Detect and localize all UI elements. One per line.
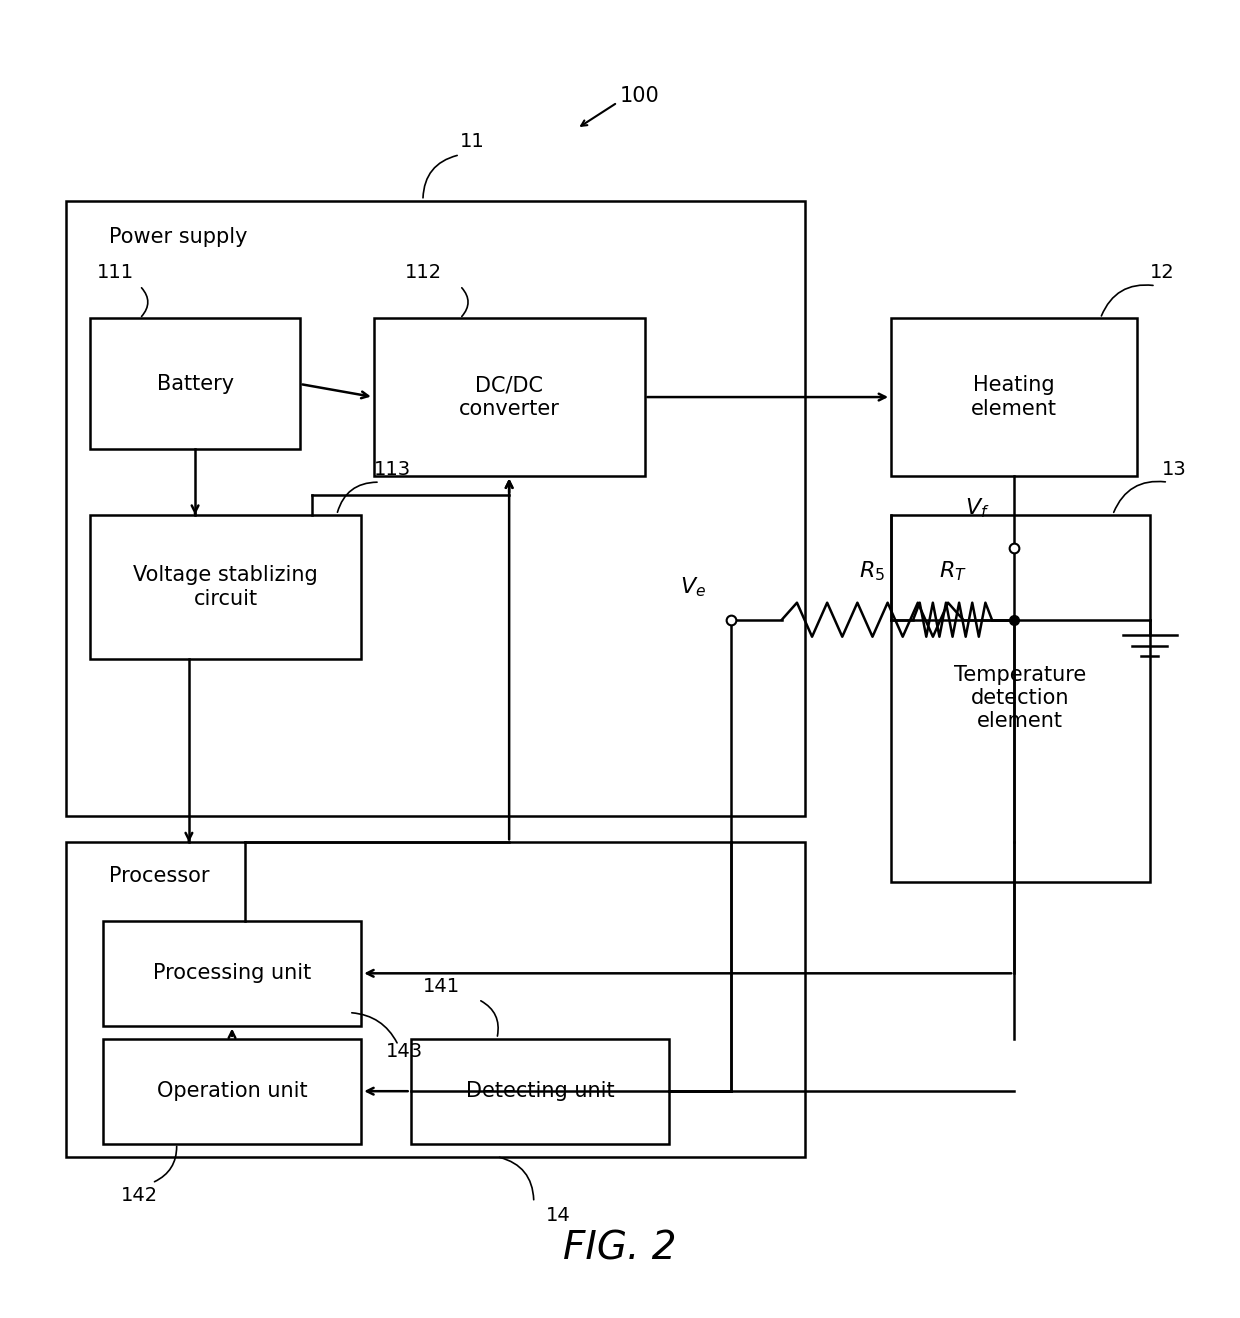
Bar [91,319,300,449]
Text: DC/DC
converter: DC/DC converter [459,376,559,419]
Text: Heating
element: Heating element [971,376,1058,419]
Text: Processing unit: Processing unit [153,963,311,983]
Text: FIG. 2: FIG. 2 [563,1230,677,1268]
Text: Voltage stablizing
circuit: Voltage stablizing circuit [134,565,319,609]
Bar [892,515,1149,882]
Text: Temperature
detection
element: Temperature detection element [954,666,1086,731]
Bar [91,515,361,659]
Text: 12: 12 [1149,264,1174,282]
Text: 14: 14 [546,1206,570,1226]
Text: 142: 142 [122,1186,159,1206]
Text: Battery: Battery [156,374,233,394]
Text: $V_e$: $V_e$ [681,575,707,598]
Text: Operation unit: Operation unit [156,1081,308,1102]
Bar [66,200,805,816]
Text: $R_5$: $R_5$ [859,559,885,583]
Bar [103,1039,361,1144]
Text: 13: 13 [1162,460,1187,478]
Bar [373,319,645,476]
Text: 143: 143 [386,1043,423,1061]
Text: 111: 111 [97,264,134,282]
Bar [66,842,805,1157]
Text: Processor: Processor [109,866,210,886]
Text: 11: 11 [460,132,485,152]
Text: $R_T$: $R_T$ [939,559,966,583]
Text: $V_f$: $V_f$ [965,497,990,521]
Text: Detecting unit: Detecting unit [466,1081,614,1102]
Text: 112: 112 [404,264,441,282]
Text: 100: 100 [620,86,660,105]
Bar [410,1039,670,1144]
Text: 141: 141 [423,977,460,996]
Bar [103,921,361,1025]
Bar [892,319,1137,476]
Text: 113: 113 [373,460,410,478]
Text: Power supply: Power supply [109,227,247,246]
